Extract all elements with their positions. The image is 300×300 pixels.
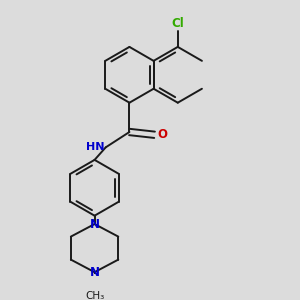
Text: N: N bbox=[90, 218, 100, 230]
Text: Cl: Cl bbox=[171, 16, 184, 30]
Text: O: O bbox=[157, 128, 167, 141]
Text: N: N bbox=[90, 266, 100, 279]
Text: HN: HN bbox=[86, 142, 105, 152]
Text: CH₃: CH₃ bbox=[85, 291, 104, 300]
